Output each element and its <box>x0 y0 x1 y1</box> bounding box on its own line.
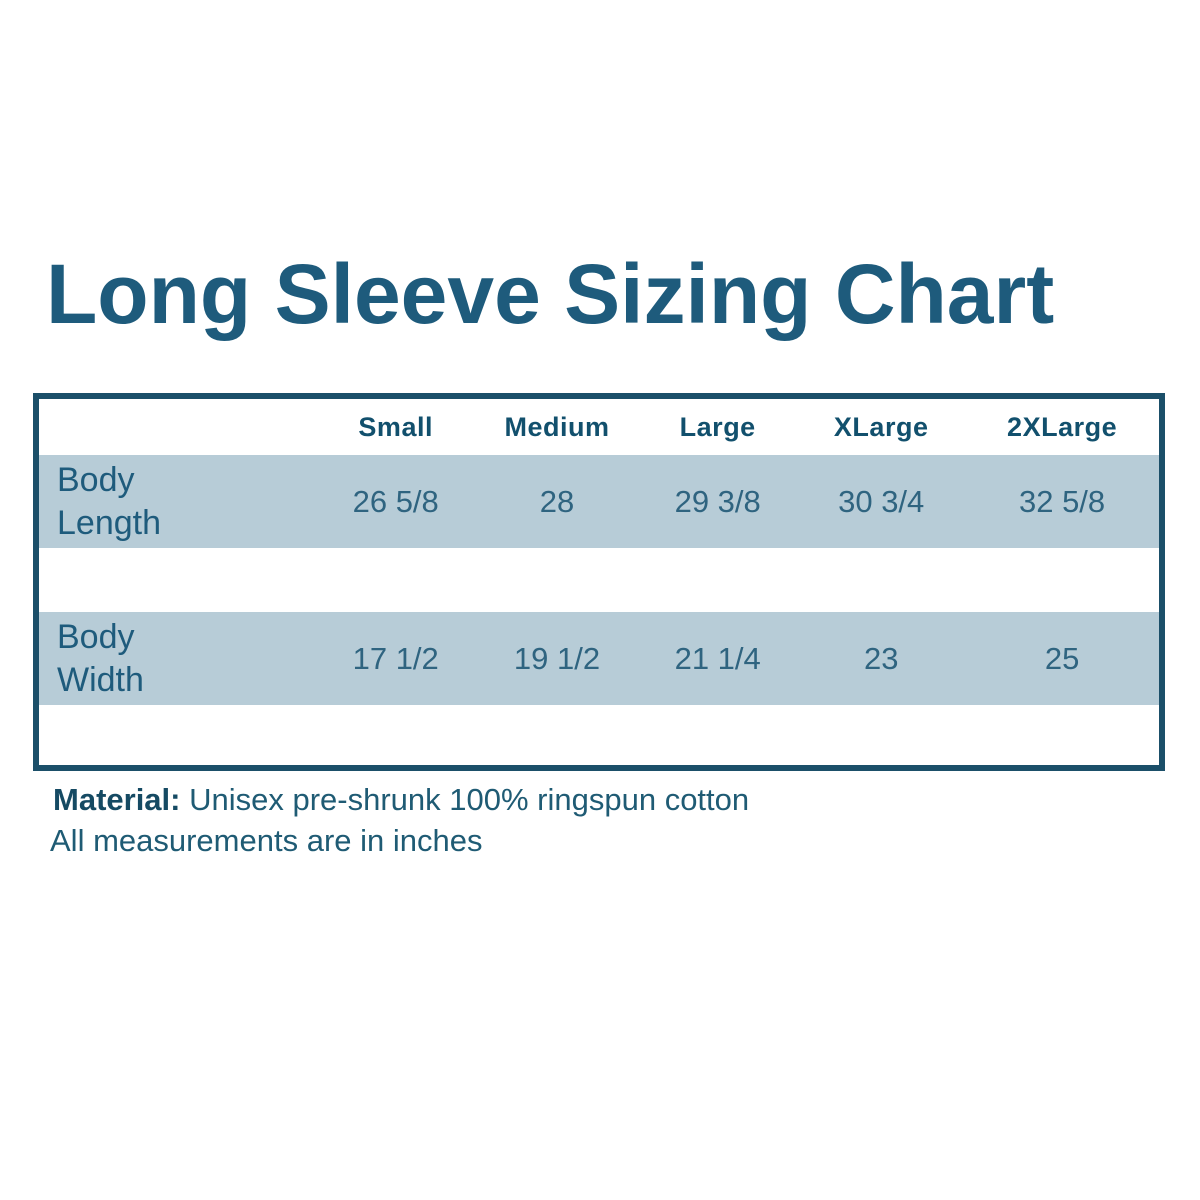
body-length-2xlarge: 32 5/8 <box>1018 483 1106 519</box>
column-header-small: Small <box>358 411 433 442</box>
material-note: Material: Unisex pre-shrunk 100% ringspu… <box>53 782 749 818</box>
body-width-xlarge: 23 <box>863 640 899 676</box>
column-header-medium: Medium <box>504 411 610 442</box>
column-header-large: Large <box>679 411 756 442</box>
body-width-large: 21 1/4 <box>674 640 761 676</box>
body-width-small: 17 1/2 <box>352 640 439 676</box>
body-length-large: 29 3/8 <box>674 483 761 519</box>
body-width-medium: 19 1/2 <box>513 640 601 676</box>
column-header-2xlarge: 2XLarge <box>1007 411 1118 442</box>
body-length-medium: 28 <box>539 483 575 519</box>
body-width-2xlarge: 25 <box>1044 640 1080 676</box>
column-header-xlarge: XLarge <box>833 411 929 442</box>
sizing-table: Small Medium Large XLarge 2XLarge Body L… <box>33 393 1165 771</box>
body-length-xlarge: 30 3/4 <box>838 483 925 519</box>
body-length-small: 26 5/8 <box>352 483 439 519</box>
row-label-body-length: Body Length <box>57 461 161 542</box>
table-row-body-width: Body Width 17 1/2 19 1/2 21 1/4 23 25 <box>39 612 1159 705</box>
material-label: Material: <box>53 782 181 817</box>
page-title: Long Sleeve Sizing Chart <box>46 247 1055 341</box>
table-header-row: Small Medium Large XLarge 2XLarge <box>39 399 1159 455</box>
row-label-body-width: Body Width <box>57 618 144 699</box>
table-row-body-length: Body Length 26 5/8 28 29 3/8 30 3/4 32 5… <box>39 455 1159 548</box>
material-value: Unisex pre-shrunk 100% ringspun cotton <box>189 782 750 817</box>
measurements-note: All measurements are in inches <box>50 823 483 858</box>
row-spacer <box>39 548 1159 612</box>
